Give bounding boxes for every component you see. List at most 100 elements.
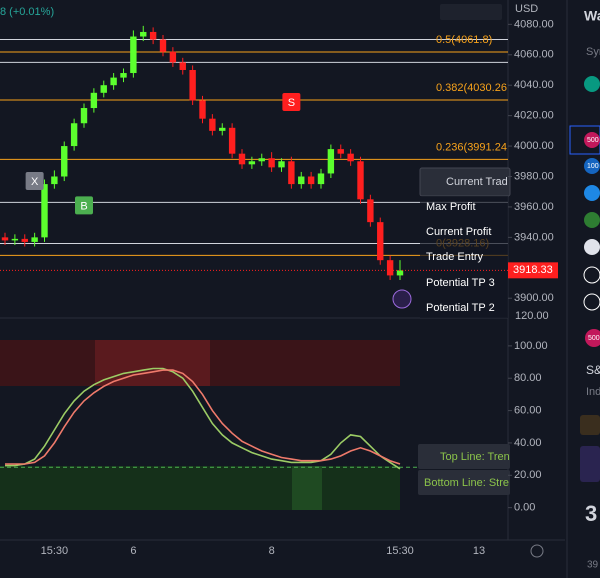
y-tick-label: 4000.00 — [514, 140, 554, 152]
candle-body — [298, 176, 305, 185]
candle-body — [41, 184, 48, 238]
signal-label: X — [31, 176, 39, 188]
y-tick-label: 60.00 — [514, 404, 542, 416]
oversold-zone — [0, 466, 400, 510]
y-tick-label: 3900.00 — [514, 292, 554, 304]
volume-axis-label: 120.00 — [515, 310, 549, 322]
candle-body — [31, 237, 38, 242]
currency[interactable]: USD — [515, 3, 538, 15]
signal-box — [25, 172, 44, 191]
candle-body — [278, 161, 285, 168]
y-tick-label: 100.00 — [514, 340, 548, 352]
candle-body — [120, 73, 127, 78]
sidebar: Wa Sym 500 100 500 S& Ind 3 39 — [566, 0, 600, 578]
symbol-icon[interactable] — [584, 185, 600, 201]
overlay: 8 (+0.01%) USD 120.00 Current Trad Max P… — [0, 3, 549, 558]
candle-body — [11, 238, 19, 241]
y-tick-label: 40.00 — [514, 437, 542, 449]
candle-body — [337, 149, 344, 154]
candle-body — [248, 161, 256, 165]
candle-body — [169, 51, 177, 63]
symbol-icon[interactable] — [584, 212, 600, 228]
trade-panel — [420, 196, 508, 318]
sidebar-bottom: 39 — [587, 560, 599, 571]
trade-panel-title: Current Trad — [446, 176, 508, 188]
price-change: 8 (+0.01%) — [0, 6, 54, 18]
signal-box — [75, 196, 93, 215]
candle-body — [90, 92, 98, 109]
oscillator-line — [5, 369, 401, 465]
candle-body — [258, 158, 265, 162]
sidebar-button[interactable] — [580, 446, 600, 482]
sidebar-name: S& — [586, 363, 600, 377]
annotation: Bottom Line: Stre — [424, 477, 509, 489]
sidebar-title[interactable]: Wa — [584, 8, 600, 24]
x-tick-label: 8 — [269, 545, 275, 557]
y-tick-label: 4020.00 — [514, 110, 554, 122]
symbol-icon[interactable] — [584, 132, 600, 148]
candle-body — [209, 118, 216, 131]
symbol-icon[interactable] — [585, 329, 600, 347]
badge: 500 — [588, 335, 600, 342]
sidebar-button[interactable] — [580, 415, 600, 435]
candle-body — [110, 77, 117, 86]
y-tick-label: 3940.00 — [514, 231, 554, 243]
candle-body — [347, 153, 354, 162]
symbol-icon[interactable] — [584, 76, 600, 92]
candle-body — [1, 237, 9, 241]
y-tick-label: 4060.00 — [514, 49, 554, 61]
candle-body — [238, 153, 246, 165]
candle-body — [159, 39, 167, 52]
badge: 100 — [587, 163, 599, 170]
annotation-box — [418, 470, 510, 495]
annotation-box — [418, 444, 510, 469]
fib-label: 0.5(4061.8) — [436, 34, 492, 46]
last-price-box — [508, 262, 558, 279]
selected-row[interactable] — [569, 125, 600, 155]
candle-body — [327, 149, 335, 174]
candle-body — [149, 31, 157, 40]
symbol-icon[interactable] — [583, 266, 600, 284]
candle-body — [377, 222, 384, 261]
oversold-zone-strong — [292, 466, 322, 510]
symbol-icon[interactable] — [583, 293, 600, 311]
candle-body — [288, 161, 295, 185]
sidebar-big: 3 — [585, 501, 597, 526]
candle-body — [100, 85, 107, 93]
badge: 500 — [587, 137, 599, 144]
fib-label: 0.382(4030.26 — [436, 82, 507, 94]
y-tick-label: 80.00 — [514, 372, 542, 384]
oscillator-line — [5, 367, 401, 470]
candle-body — [219, 127, 226, 131]
y-tick-label: 3960.00 — [514, 201, 554, 213]
candle-body — [130, 36, 137, 74]
candle-body — [357, 161, 364, 200]
toolbar[interactable] — [440, 4, 502, 20]
y-tick-label: 20.00 — [514, 469, 542, 481]
x-tick-label: 13 — [473, 545, 485, 557]
last-price-label: 3918.33 — [513, 264, 553, 276]
candle-body — [179, 62, 186, 70]
candle-body — [317, 173, 325, 185]
trade-item: Potential TP 3 — [426, 277, 495, 289]
alert-icon[interactable] — [392, 289, 412, 309]
candle-body — [80, 108, 88, 124]
candle-body — [228, 127, 236, 154]
candle-body — [21, 238, 28, 242]
trade-item: Trade Entry — [426, 251, 484, 263]
candle-body — [386, 260, 394, 276]
candle-body — [367, 199, 374, 223]
candle-body — [70, 123, 78, 147]
settings-icon[interactable] — [530, 544, 544, 558]
symbol-icon[interactable] — [584, 158, 600, 174]
signal-label: B — [80, 200, 87, 212]
candle-body — [140, 31, 147, 37]
trade-item: Current Profit — [426, 226, 491, 238]
symbol-icon[interactable] — [584, 239, 600, 255]
x-tick-label: 15:30 — [386, 545, 414, 557]
candle-body — [268, 158, 275, 168]
candle-body — [307, 176, 315, 185]
y-tick-label: 0.00 — [514, 502, 535, 514]
